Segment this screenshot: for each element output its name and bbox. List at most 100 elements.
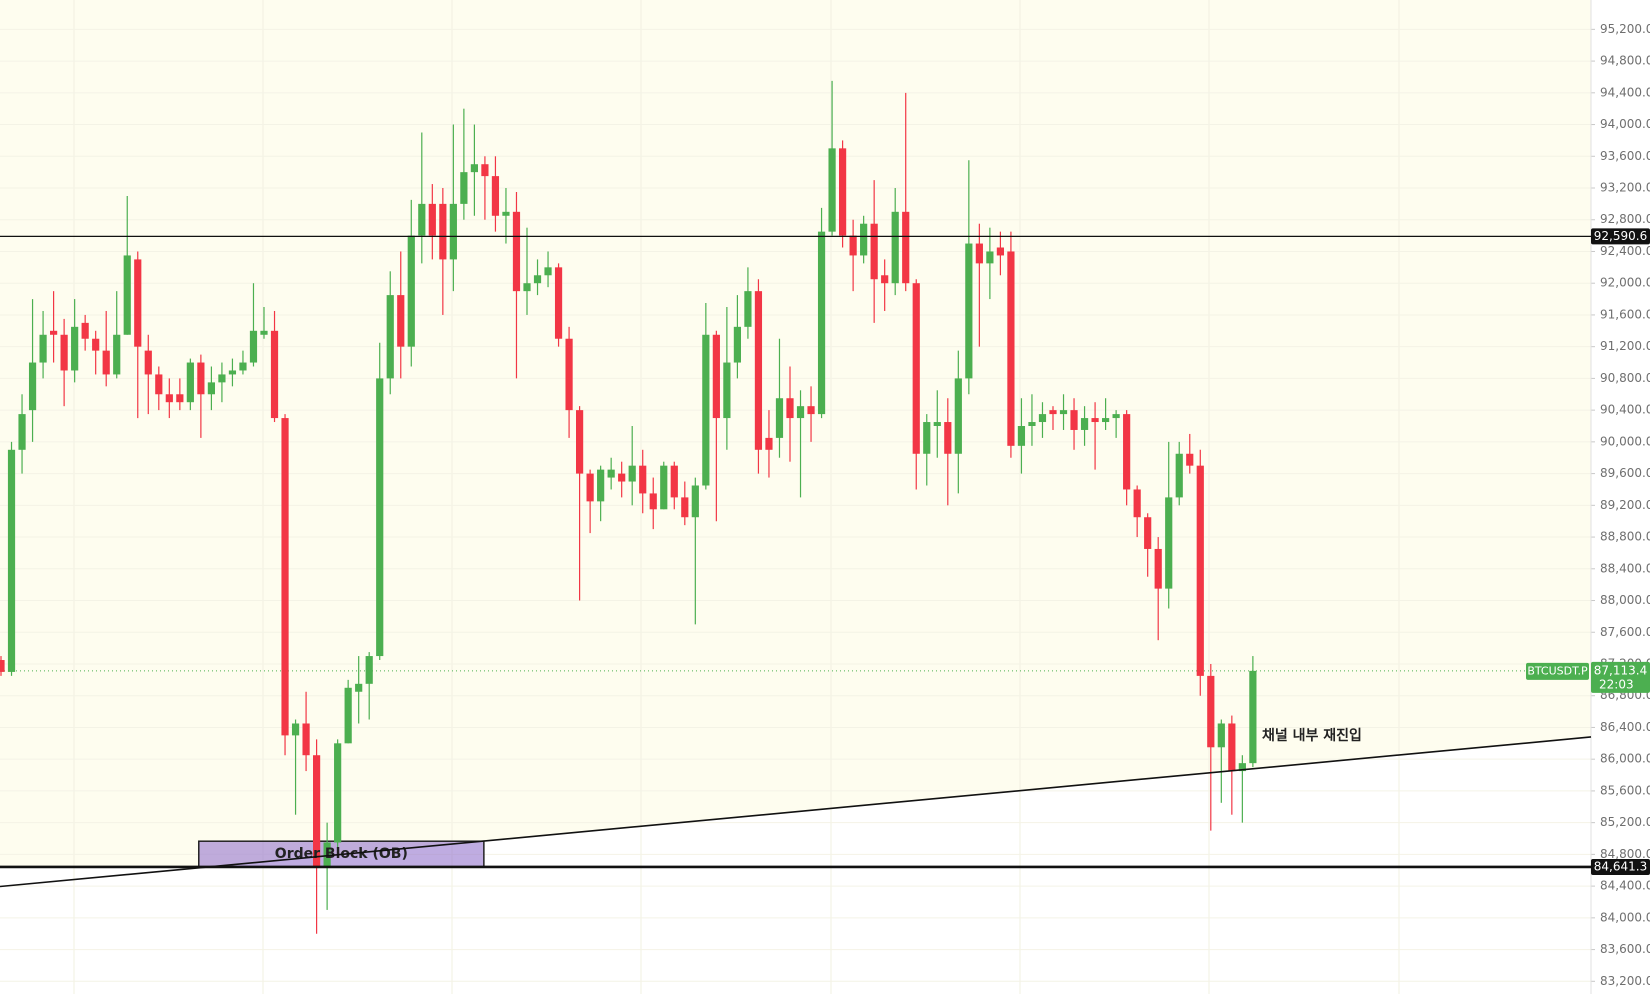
candle-body [113,334,121,375]
candle-body [881,275,889,284]
channel-background [0,0,1591,867]
candle-body [796,406,805,419]
candle-body [554,267,563,339]
candle-body [460,172,468,204]
candle-body [1059,410,1068,415]
candle-body [470,164,478,173]
candle-body [334,743,342,843]
candle-body [523,283,531,292]
candle-body [7,449,16,672]
y-tick-label: 90,400.0 [1600,403,1650,417]
candle-body [1144,517,1152,549]
y-tick-label: 94,400.0 [1600,85,1650,99]
candle-body [628,465,636,482]
candle-body [1186,453,1194,466]
candle-body [639,465,647,494]
candle-body [207,382,215,395]
candle-body [670,465,678,498]
candle-body [618,473,626,482]
candle-body [365,656,373,684]
candle-body [144,350,152,375]
candle-body [860,223,868,256]
candle-body [912,283,920,454]
candle-body [849,235,857,256]
trendline [0,736,1592,888]
candle-body [902,211,910,284]
candle-body [1228,723,1236,772]
countdown-label: 22:03 [1599,677,1634,691]
annotation: 채널 내부 재진입 [1262,727,1362,744]
candle-body [944,422,952,454]
candle-body [1091,418,1099,423]
candle-body [197,362,205,395]
last-price-label: 87,113.4 [1594,663,1647,677]
candle-body [1112,414,1120,419]
candle-body [512,211,521,292]
candle-body [712,334,720,419]
candle-body [1207,675,1215,748]
candle-body [1049,410,1057,415]
candle-body [407,235,415,347]
candle-body [1007,251,1015,446]
candle-body [60,334,68,371]
candle-body [92,338,100,351]
y-tick-label: 86,400.0 [1600,720,1650,734]
candle-body [754,291,763,450]
candle-body [1154,548,1162,589]
candle-body [817,231,826,415]
price-label: 84,641.3 [1594,859,1647,873]
y-tick-label: 88,800.0 [1600,530,1650,544]
candle-body [544,267,552,276]
candle-body [344,687,352,744]
y-tick-label: 83,200.0 [1600,974,1650,988]
symbol-tag: BTCUSDT.P [1527,664,1588,677]
y-tick-label: 88,400.0 [1600,561,1650,575]
candle-body [81,322,89,339]
candle-body [828,148,836,232]
candle-body [954,378,962,454]
candle-body [1123,414,1131,490]
candle-body [249,330,258,363]
candle-body [870,223,878,280]
y-tick-label: 95,200.0 [1600,22,1650,36]
candle-body [996,247,1004,256]
candle-body [975,243,983,264]
y-tick-label: 83,600.0 [1600,942,1650,956]
y-tick-label: 92,400.0 [1600,244,1650,258]
candle-body [1165,497,1173,589]
candle-body [481,164,489,177]
candle-body [807,406,815,415]
candle-body [281,418,289,736]
candle-body [1175,453,1183,498]
candle-body [134,259,142,347]
candle-body [270,330,279,419]
candle-body [576,410,584,474]
candle-body [965,243,973,379]
y-tick-label: 84,400.0 [1600,879,1650,893]
candle-body [428,203,436,236]
candle-body [449,203,457,260]
candle-body [923,422,931,454]
candle-body [691,485,699,518]
candle-body [28,362,37,411]
y-tick-label: 94,800.0 [1600,54,1650,68]
y-tick-label: 85,200.0 [1600,815,1650,829]
symbol-tag-box [1526,662,1589,680]
y-tick-label: 89,200.0 [1600,498,1650,512]
candle-body [891,211,899,284]
candle-body [397,295,405,347]
y-tick-label: 89,600.0 [1600,466,1650,480]
candle-body [71,326,79,371]
y-tick-label: 90,800.0 [1600,371,1650,385]
candle-body [839,148,847,236]
candle-body [176,394,184,403]
candle-body [586,473,594,502]
candle-body [186,362,194,403]
candle-body [502,211,510,216]
candle-body [165,394,173,403]
candle-body [1217,723,1225,748]
y-tick-label: 92,800.0 [1600,212,1650,226]
candle-body [218,374,226,383]
y-tick-label: 91,600.0 [1600,307,1650,321]
